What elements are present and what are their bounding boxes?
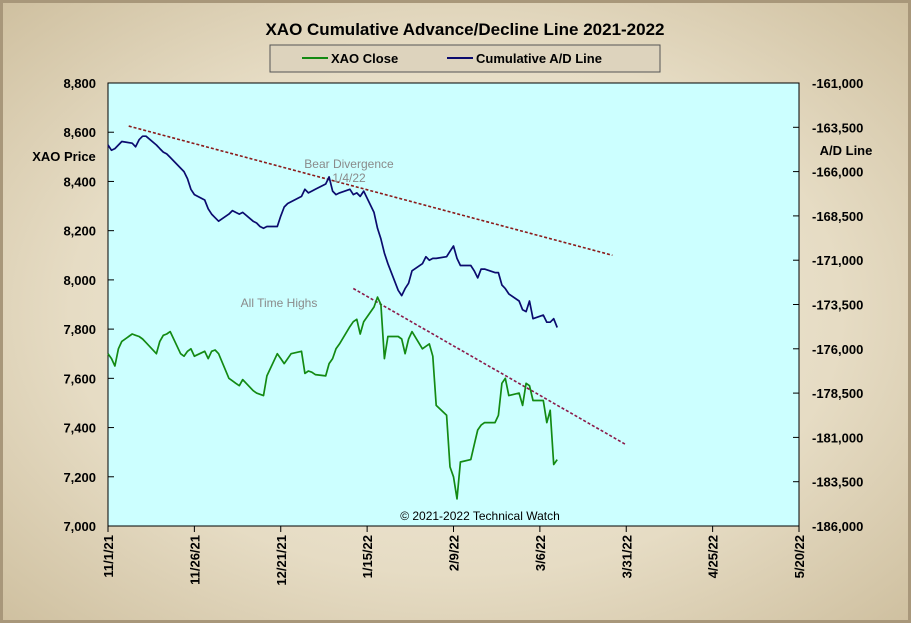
axes: 8,800 8,600 8,400 8,200 8,000 7,800 7,600 7,400… <box>63 76 863 586</box>
x-tick-label: 1/15/22 <box>360 535 375 578</box>
y-axis-right-label: A/D Line <box>820 143 873 158</box>
y-left-tick-label: 8,600 <box>63 125 96 140</box>
y-left-tick-label: 8,000 <box>63 273 96 288</box>
annotation-line: Bear Divergence <box>304 157 394 171</box>
y-right-tick-label: -183,500 <box>812 475 863 490</box>
trendline <box>128 125 613 257</box>
x-tick-label: 12/21/21 <box>274 535 289 586</box>
y-left-tick-label: 7,000 <box>63 519 96 534</box>
y-right-tick-label: -168,500 <box>812 209 863 224</box>
annotation: All Time Highs <box>241 296 318 310</box>
x-tick-label: 5/20/22 <box>792 535 807 578</box>
y-right-tick-label: -171,000 <box>812 253 863 268</box>
y-left-tick-label: 8,200 <box>63 224 96 239</box>
copyright-text: © 2021-2022 Technical Watch <box>400 509 560 523</box>
y-axis-left-label: XAO Price <box>32 149 96 164</box>
x-tick-label: 11/1/21 <box>101 535 116 578</box>
y-right-tick-label: -166,000 <box>812 165 863 180</box>
series-ad-line <box>107 135 558 328</box>
annotations: Bear Divergence 1/4/22 All Time Highs <box>241 157 394 310</box>
y-right-tick-label: -173,500 <box>812 298 863 313</box>
series-xao-close-line <box>107 296 558 500</box>
y-right-tick-label: -176,000 <box>812 342 863 357</box>
x-tick-label: 4/25/22 <box>706 535 721 578</box>
legend: XAO Close Cumulative A/D Line <box>269 44 661 73</box>
y-left-tick-label: 8,400 <box>63 174 96 189</box>
y-right-tick-label: -181,000 <box>812 430 863 445</box>
legend-label: Cumulative A/D Line <box>476 51 602 66</box>
chart-title: XAO Cumulative Advance/Decline Line 2021… <box>265 20 664 39</box>
trendlines <box>128 125 627 446</box>
y-left-tick-label: 8,800 <box>63 76 96 91</box>
x-tick-label: 11/26/21 <box>187 535 202 585</box>
y-right-tick-label: -163,500 <box>812 120 863 135</box>
y-right-tick-label: -178,500 <box>812 386 863 401</box>
series-group <box>107 135 558 500</box>
annotation: Bear Divergence 1/4/22 <box>304 157 394 185</box>
annotation-line: 1/4/22 <box>332 171 366 185</box>
x-tick-label: 2/9/22 <box>447 535 462 571</box>
annotation-line: All Time Highs <box>241 296 318 310</box>
y-left-tick-label: 7,200 <box>63 470 96 485</box>
y-right-tick-label: -186,000 <box>812 519 863 534</box>
trendline <box>352 287 627 446</box>
y-left-tick-label: 7,600 <box>63 371 96 386</box>
plot-area <box>107 82 800 527</box>
y-left-tick-label: 7,400 <box>63 421 96 436</box>
y-right-tick-label: -161,000 <box>812 76 863 91</box>
y-left-tick-label: 7,800 <box>63 322 96 337</box>
x-tick-label: 3/6/22 <box>533 535 548 571</box>
legend-label: XAO Close <box>331 51 398 66</box>
x-tick-label: 3/31/22 <box>619 535 634 578</box>
